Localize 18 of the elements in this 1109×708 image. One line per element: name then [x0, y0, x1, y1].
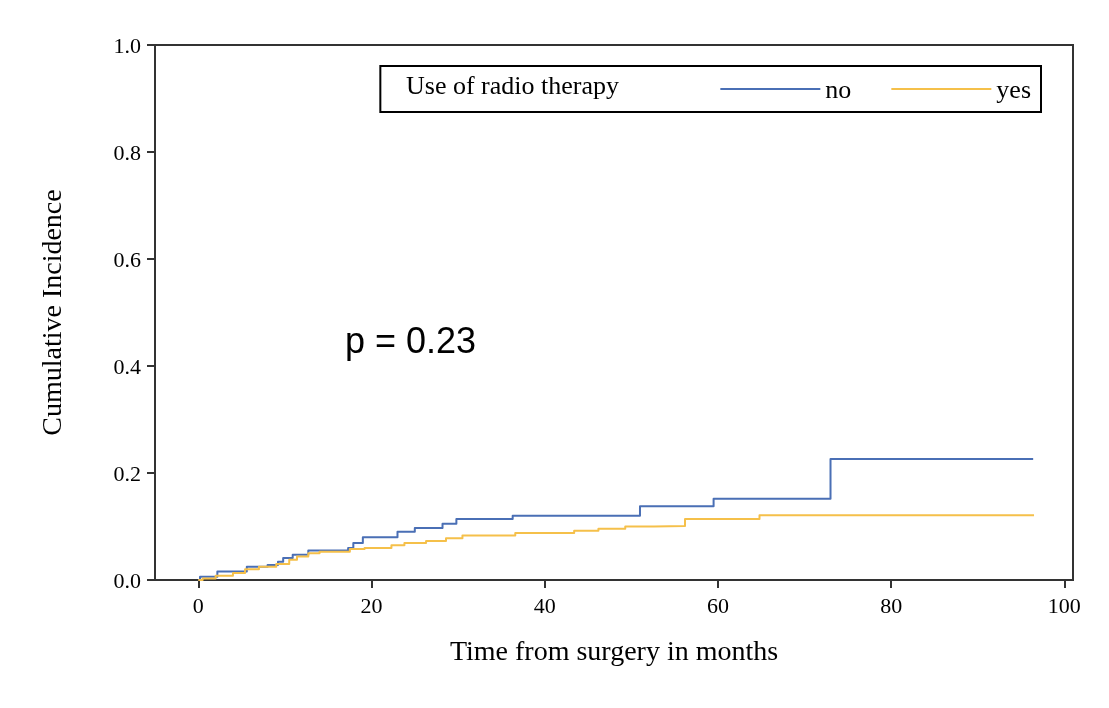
y-tick-label: 0.8 [113, 139, 141, 165]
y-tick-label: 1.0 [113, 32, 141, 58]
x-axis-title: Time from surgery in months [449, 634, 779, 666]
y-tick-label: 0.4 [113, 353, 141, 379]
y-tick-label: 0.6 [113, 246, 141, 272]
legend-title: Use of radio therapy [406, 70, 620, 100]
x-tick-label: 60 [706, 592, 729, 618]
annotation: p = 0.23 [345, 319, 477, 361]
x-tick-label: 80 [880, 592, 903, 618]
legend-label: yes [996, 74, 1032, 104]
y-tick-label: 0.0 [113, 567, 141, 593]
x-tick-label: 100 [1047, 592, 1081, 618]
y-tick-label: 0.2 [113, 460, 141, 486]
legend-label: no [825, 74, 852, 104]
y-axis-title: Cumulative Incidence [35, 189, 67, 436]
x-tick-label: 0 [192, 592, 204, 618]
x-tick-label: 20 [360, 592, 383, 618]
x-tick-label: 40 [533, 592, 556, 618]
